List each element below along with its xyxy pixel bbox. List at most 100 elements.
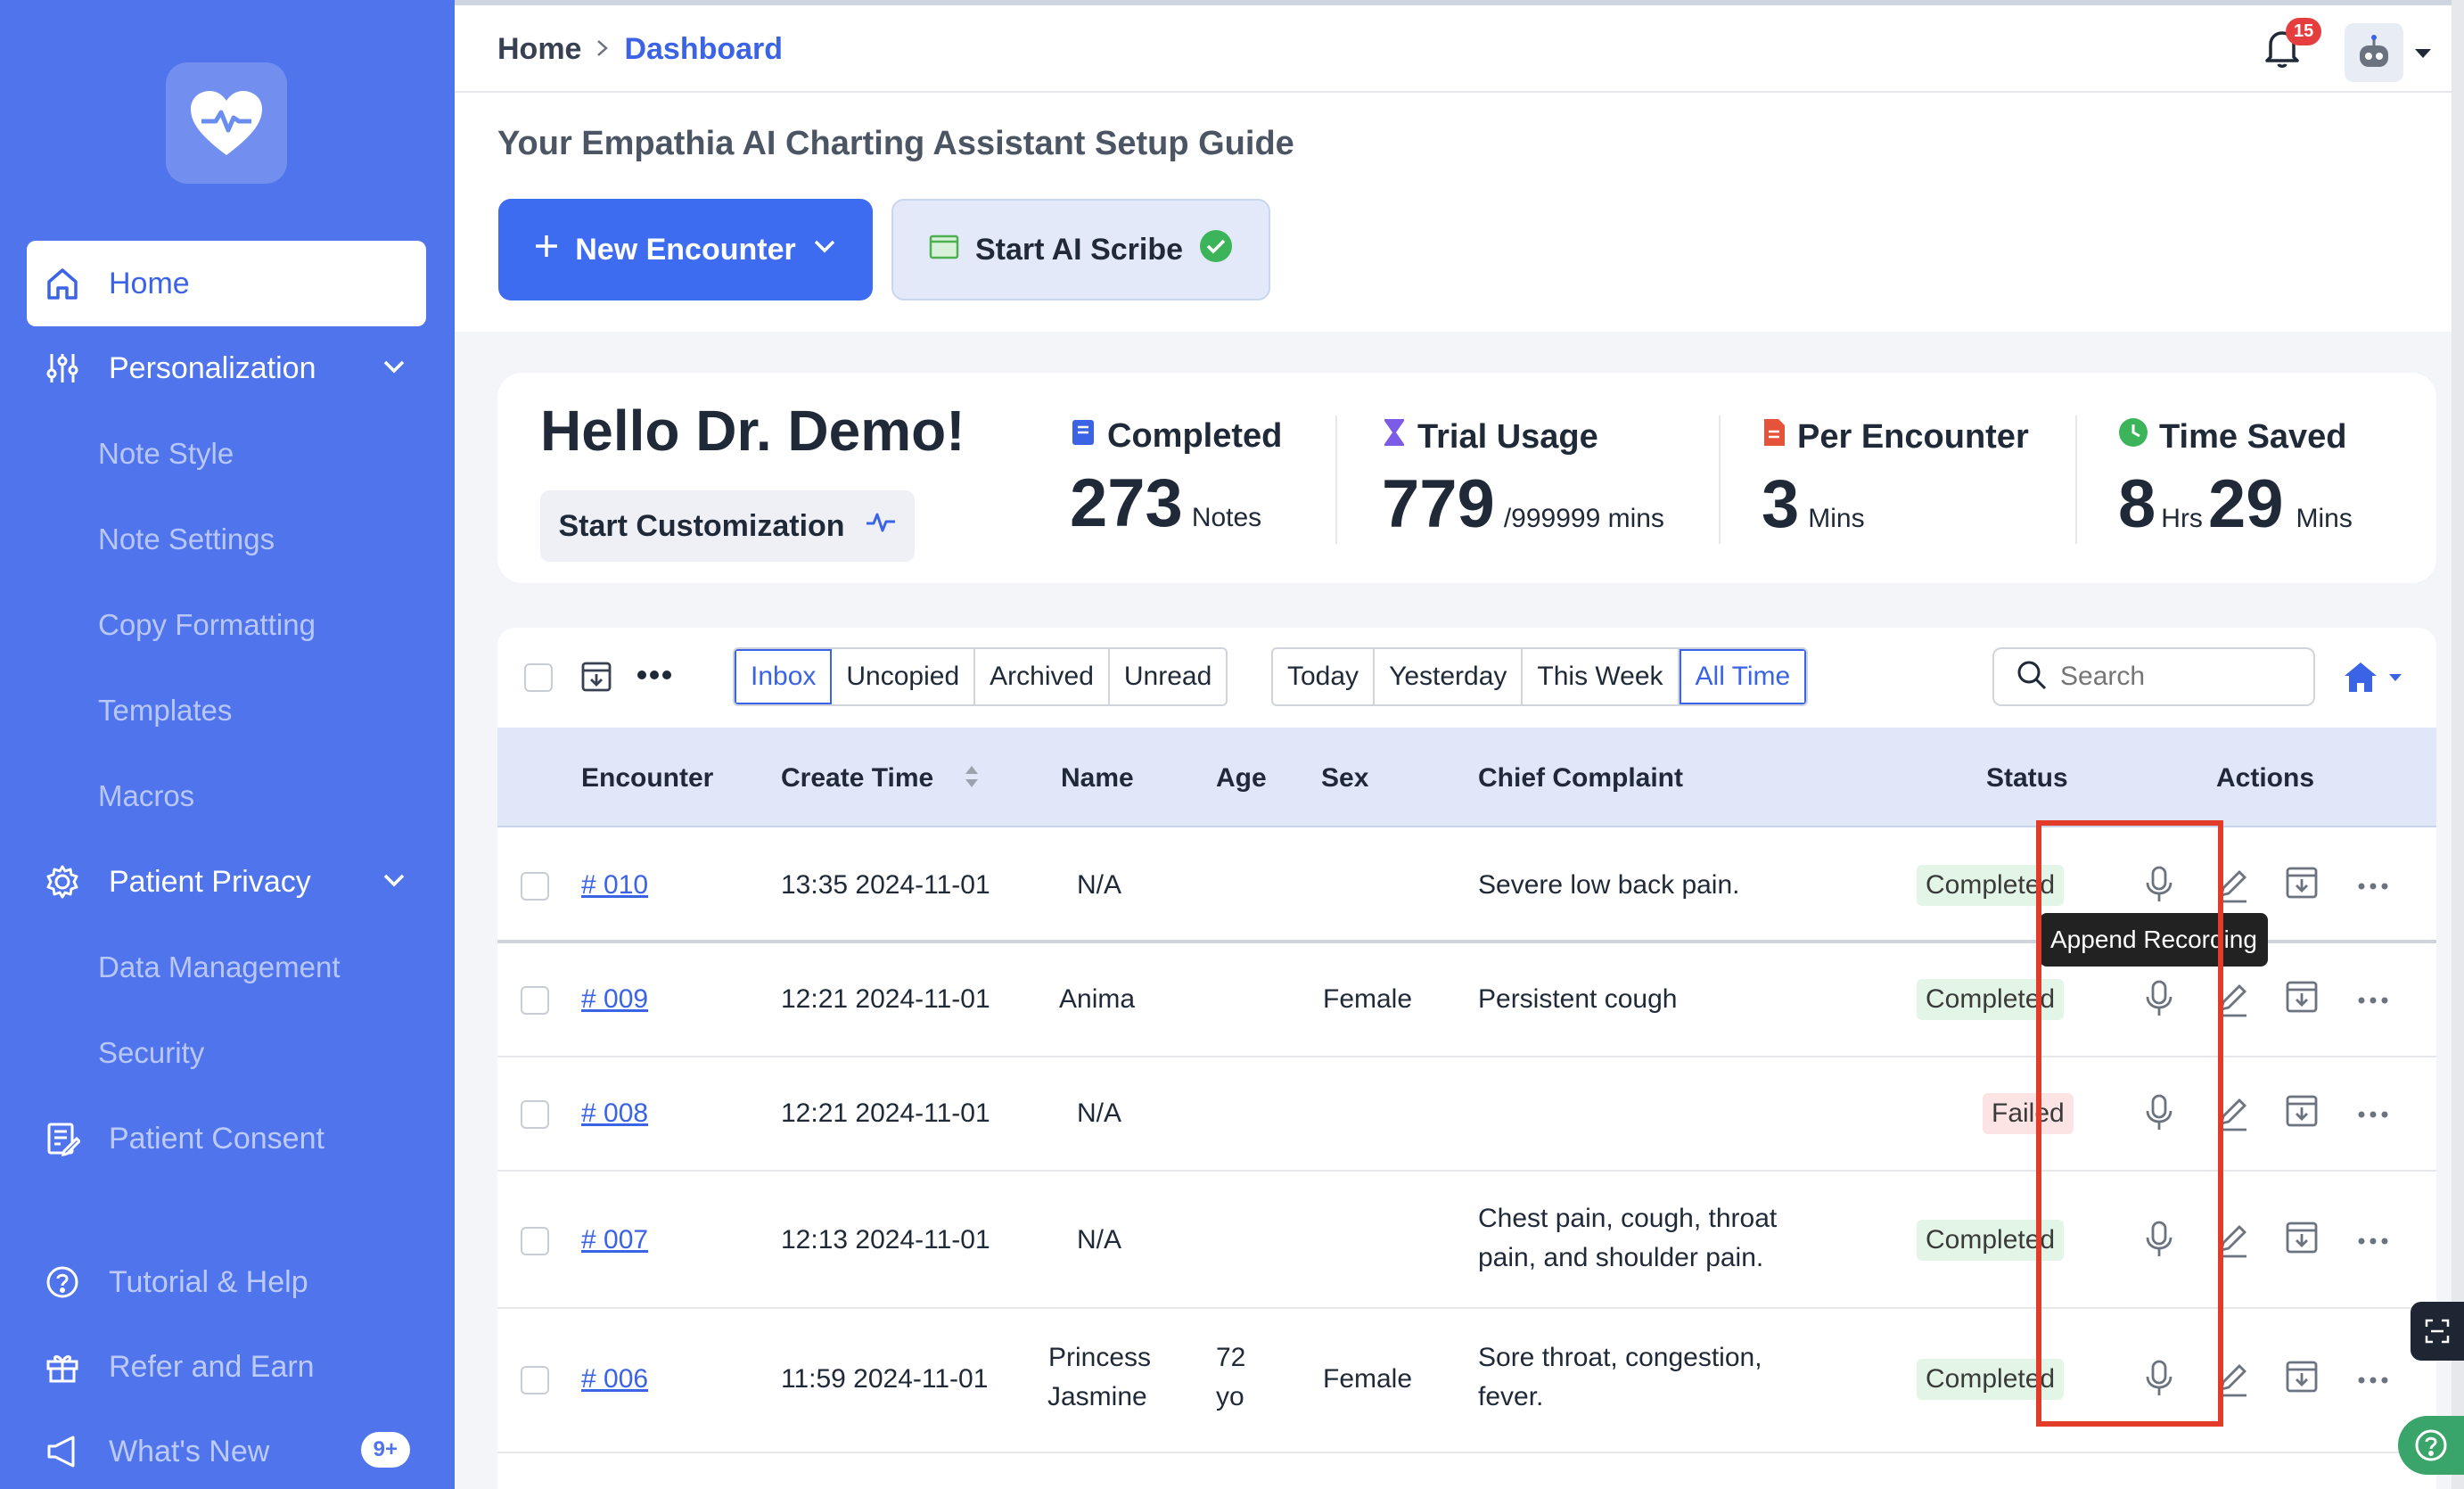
location-filter[interactable] [2343,660,2403,698]
select-all-checkbox[interactable] [524,663,553,692]
sort-icon[interactable] [963,763,981,794]
col-age: Age [1216,763,1267,793]
time-range-filter: Today Yesterday This Week All Time [1271,647,1809,706]
more-horizontal-icon[interactable] [637,669,672,686]
scrollbar[interactable] [2452,0,2464,1489]
caret-down-icon[interactable] [2412,46,2434,65]
microphone-icon[interactable] [2143,979,2175,1023]
clock-icon [2118,417,2148,457]
create-time: 13:35 2024-11-01 [781,870,990,900]
encounter-link[interactable]: # 007 [581,1225,649,1255]
search-icon [2016,659,2048,695]
stat-saved-hours-unit: Hrs [2161,504,2203,533]
range-today[interactable]: Today [1273,649,1376,704]
filter-unread[interactable]: Unread [1123,662,1212,691]
more-horizontal-icon[interactable] [2357,1234,2389,1250]
sidebar-item-patient-consent[interactable]: Patient Consent [27,1096,426,1181]
sidebar-item-data-management[interactable]: Data Management [98,950,341,983]
search-input[interactable] [2060,662,2310,692]
row-checkbox[interactable] [521,986,549,1015]
whats-new-badge: 9+ [360,1432,410,1468]
stat-per-value: 3 [1762,466,1800,542]
filter-archived[interactable]: Archived [975,649,1110,704]
table-row[interactable]: # 008 12:21 2024-11-01 N/A Failed [497,1059,2436,1172]
sidebar-item-security[interactable]: Security [98,1036,205,1069]
sidebar-item-note-settings[interactable]: Note Settings [98,522,275,555]
range-this-week[interactable]: This Week [1523,649,1680,704]
row-checkbox[interactable] [521,1227,549,1255]
stat-per-unit: Mins [1808,504,1865,533]
breadcrumb-current: Dashboard [624,32,784,66]
archive-icon[interactable] [2284,865,2320,905]
sidebar-item-macros[interactable]: Macros [98,779,195,812]
create-time: 12:21 2024-11-01 [781,984,990,1014]
sidebar-item-personalization[interactable]: Personalization [27,325,426,411]
row-checkbox[interactable] [521,1100,549,1129]
microphone-icon[interactable] [2143,865,2175,909]
encounter-link[interactable]: # 006 [581,1364,649,1394]
sidebar-item-note-style[interactable]: Note Style [98,437,234,470]
sidebar-item-tutorial[interactable]: Tutorial & Help [27,1239,426,1325]
more-horizontal-icon[interactable] [2357,993,2389,1009]
chevron-right-icon [594,32,612,67]
row-checkbox[interactable] [521,872,549,901]
range-all-time[interactable]: All Time [1679,649,1807,704]
archive-download-icon[interactable] [579,660,613,698]
archive-icon[interactable] [2284,979,2320,1019]
archive-icon[interactable] [2284,1220,2320,1260]
row-checkbox[interactable] [521,1366,549,1394]
sidebar-item-copy-formatting[interactable]: Copy Formatting [98,608,316,641]
encounter-link[interactable]: # 009 [581,984,649,1014]
document-edit-icon [43,1119,82,1158]
sidebar-item-home[interactable]: Home [27,241,426,326]
patient-sex: Female [1323,1364,1413,1394]
microphone-icon[interactable] [2143,1359,2175,1403]
table-row[interactable]: # 006 11:59 2024-11-01 Princess Jasmine … [497,1311,2436,1453]
sidebar-item-templates[interactable]: Templates [98,694,233,727]
microphone-icon[interactable] [2143,1220,2175,1263]
screenshot-tool-button[interactable] [2411,1302,2464,1361]
stat-completed-value: 273 [1070,465,1183,541]
patient-sex: Female [1323,984,1413,1014]
more-horizontal-icon[interactable] [2357,879,2389,895]
archive-icon[interactable] [2284,1359,2320,1399]
filter-inbox[interactable]: Inbox [735,649,833,704]
table-row[interactable]: # 010 13:35 2024-11-01 N/A Severe low ba… [497,829,2436,943]
more-horizontal-icon[interactable] [2357,1107,2389,1123]
range-yesterday[interactable]: Yesterday [1375,649,1524,704]
sidebar-item-patient-privacy[interactable]: Patient Privacy [27,839,426,925]
start-ai-scribe-button[interactable]: Start AI Scribe [891,199,1270,300]
filter-uncopied[interactable]: Uncopied [832,649,976,704]
col-chief-complaint: Chief Complaint [1478,763,1683,793]
stat-saved-mins-unit: Mins [2296,504,2353,533]
encounter-link[interactable]: # 008 [581,1098,649,1128]
stat-trial-label: Trial Usage [1417,417,1598,456]
app-logo[interactable] [166,62,287,184]
microphone-icon[interactable] [2143,1093,2175,1137]
col-create-time[interactable]: Create Time [781,763,934,793]
stat-divider [1335,415,1337,544]
create-time: 12:21 2024-11-01 [781,1098,990,1128]
patient-age-line-2: yo [1216,1382,1244,1411]
breadcrumb-home[interactable]: Home [497,32,582,66]
encounter-link[interactable]: # 010 [581,870,649,900]
stat-completed-label: Completed [1107,417,1283,455]
window-icon [929,233,959,267]
sidebar-item-whats-new[interactable]: What's New 9+ [27,1409,426,1489]
sidebar-item-refer[interactable]: Refer and Earn [27,1324,426,1410]
sliders-icon [43,349,82,388]
chief-complaint-line-2: pain, and shoulder pain. [1478,1243,1764,1272]
breadcrumb: Home Dashboard [497,32,783,67]
start-customization-button[interactable]: Start Customization [540,490,915,562]
start-customization-label: Start Customization [558,508,845,543]
robot-icon [2360,35,2388,67]
document-icon [1762,417,1786,457]
avatar[interactable] [2345,23,2403,82]
stat-trial-value: 779 [1382,466,1495,542]
more-horizontal-icon[interactable] [2357,1373,2389,1389]
new-encounter-label: New Encounter [575,232,796,267]
patient-name: N/A [1077,1225,1122,1255]
archive-icon[interactable] [2284,1093,2320,1133]
help-button[interactable] [2398,1416,2464,1475]
new-encounter-button[interactable]: New Encounter [498,199,873,300]
